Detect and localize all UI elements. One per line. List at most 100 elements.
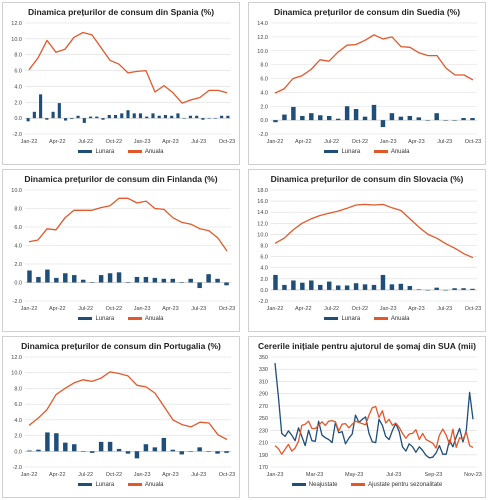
bar xyxy=(206,451,211,452)
chart-plot: 170 190 210 230 250 270 290 310 330 350 Jan-23 Mar-… xyxy=(259,355,482,478)
y-tick-label: 210 xyxy=(259,441,268,447)
chart-title: Dinamica prețurilor de consum din Suedia… xyxy=(273,7,461,17)
legend-label-annual: Anuala xyxy=(144,316,164,322)
bar xyxy=(70,118,74,119)
chart-legend: Neajustate Ajustate pentru sezonalitate xyxy=(249,482,485,488)
x-tick-label: Jul-23 xyxy=(191,472,206,478)
bar xyxy=(213,118,217,119)
chart-panel-suedia: Dinamica prețurilor de consum din Suedia… xyxy=(248,2,486,165)
x-tick-label: Apr-22 xyxy=(295,306,312,312)
y-tick-label: 12.0 xyxy=(11,355,22,361)
y-tick-label: 4.0 xyxy=(260,266,268,272)
legend-item: Anuala xyxy=(127,149,164,155)
x-tick-label: Jul-22 xyxy=(78,139,93,145)
y-tick-label: -2.0 xyxy=(13,299,22,305)
bar xyxy=(138,113,143,119)
bar xyxy=(220,115,224,119)
x-tick-label: Oct-22 xyxy=(106,139,123,145)
y-tick-label: -2.0 xyxy=(259,299,268,305)
chart-title: Dinamica prețurilor de consum din Slovac… xyxy=(270,174,464,184)
bar xyxy=(380,274,386,290)
y-tick-label: 250 xyxy=(259,416,268,422)
bar xyxy=(215,451,220,454)
bar xyxy=(461,288,466,290)
bar xyxy=(134,276,140,283)
x-tick-label: Mar-23 xyxy=(306,472,323,478)
bar xyxy=(425,289,430,291)
bar xyxy=(63,442,68,452)
bar xyxy=(425,120,430,121)
legend-item: Lunara xyxy=(324,149,360,155)
bar xyxy=(80,451,86,452)
bar xyxy=(443,120,448,121)
bar xyxy=(45,269,50,283)
x-tick-label: Apr-22 xyxy=(49,472,66,478)
bar xyxy=(36,276,41,283)
legend-item: Anuala xyxy=(373,316,410,322)
x-tick-label: Sep-23 xyxy=(425,472,443,478)
bar xyxy=(197,282,202,289)
x-tick-label: Apr-23 xyxy=(162,472,179,478)
y-tick-label: 350 xyxy=(259,355,268,361)
y-tick-label: 12.0 xyxy=(11,21,22,27)
bar xyxy=(326,281,332,290)
legend-label-monthly: Lunara xyxy=(95,149,115,155)
bar xyxy=(88,116,93,119)
x-tick-label: Oct-22 xyxy=(106,472,123,478)
y-tick-label: 2.0 xyxy=(14,100,22,106)
bar xyxy=(113,114,118,119)
bar xyxy=(170,449,176,452)
chart-panel-spania: Dinamica prețurilor de consum din Spania… xyxy=(2,2,240,165)
legend-label-monthly: Lunara xyxy=(95,316,115,322)
y-tick-label: 0.0 xyxy=(14,449,22,455)
legend-label-annual: Anuala xyxy=(144,149,164,155)
x-tick-label: Oct-22 xyxy=(352,139,369,145)
legend-label-annual: Anuala xyxy=(390,149,410,155)
legend-item: Ajustate pentru sezonalitate xyxy=(351,482,442,488)
bar xyxy=(335,285,341,290)
bar xyxy=(416,117,422,121)
bar xyxy=(107,114,111,119)
y-tick-label: 0.0 xyxy=(260,118,268,124)
bar xyxy=(188,278,193,283)
bar xyxy=(54,277,59,283)
bar xyxy=(95,116,99,119)
bar xyxy=(318,284,323,290)
chart-title: Cererile inițiale pentru ajutorul de șom… xyxy=(258,341,476,351)
x-tick-label: Jan-23 xyxy=(134,306,151,312)
y-tick-label: 4.0 xyxy=(260,90,268,96)
y-tick-label: 0.0 xyxy=(260,288,268,294)
y-tick-label: 190 xyxy=(259,453,268,459)
x-tick-label: Oct-23 xyxy=(219,139,236,145)
bar xyxy=(452,120,457,121)
bar xyxy=(461,118,466,121)
bar xyxy=(170,115,174,119)
y-tick-label: 2.0 xyxy=(14,434,22,440)
x-tick-label: Nov-23 xyxy=(464,472,482,478)
x-tick-label: Jul-22 xyxy=(324,139,339,145)
bar xyxy=(72,444,77,452)
y-tick-label: 270 xyxy=(259,404,268,410)
bar xyxy=(39,94,43,119)
bar xyxy=(416,289,422,290)
y-tick-label: 8.0 xyxy=(260,63,268,69)
bar xyxy=(143,276,149,283)
y-tick-label: 8.0 xyxy=(14,386,22,392)
y-tick-label: 14.0 xyxy=(257,21,268,27)
y-tick-label: 10.0 xyxy=(257,49,268,55)
y-tick-label: -2.0 xyxy=(259,132,268,138)
series-line xyxy=(28,31,228,104)
y-tick-label: 170 xyxy=(259,465,268,471)
bar xyxy=(344,285,350,290)
bar xyxy=(98,275,104,283)
bar xyxy=(398,116,404,121)
bar xyxy=(353,109,359,121)
bar xyxy=(116,448,122,452)
bar xyxy=(51,111,55,119)
y-tick-label: 10.0 xyxy=(11,37,22,43)
chart-plot: -2.0 0.0 2.0 4.0 6.0 8.0 10.0 Jan-22 Apr-22 Jul-2… xyxy=(11,188,235,312)
bar xyxy=(291,106,296,121)
x-tick-label: Oct-22 xyxy=(106,306,123,312)
bar xyxy=(470,118,475,121)
legend-item: Neajustate xyxy=(291,482,337,488)
